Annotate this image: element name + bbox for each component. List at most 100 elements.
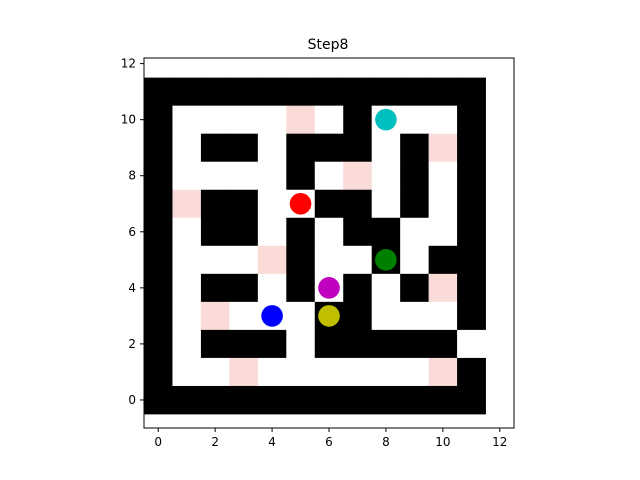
wall-cell [457, 357, 486, 387]
floor-cell [428, 301, 458, 331]
wall-cell [314, 385, 344, 415]
marked-cell [200, 301, 230, 331]
x-tick-label: 8 [382, 435, 390, 449]
wall-cell [371, 77, 401, 107]
marked-cell [428, 133, 458, 163]
wall-cell [343, 189, 373, 219]
wall-cell [428, 329, 458, 359]
y-tick-label: 2 [128, 337, 136, 351]
wall-cell [229, 217, 259, 247]
marked-cell [428, 357, 458, 387]
wall-cell [200, 217, 230, 247]
wall-cell [144, 273, 173, 303]
floor-cell [172, 301, 202, 331]
floor-cell [200, 105, 230, 135]
wall-cell [144, 329, 173, 359]
wall-cell [457, 273, 486, 303]
marked-cell [229, 357, 259, 387]
y-tick-label: 8 [128, 169, 136, 183]
floor-cell [400, 357, 430, 387]
plot-title: Step8 [308, 37, 349, 53]
wall-cell [144, 161, 173, 191]
wall-cell [229, 385, 259, 415]
wall-cell [286, 245, 316, 275]
wall-cell [229, 329, 259, 359]
floor-cell [314, 217, 344, 247]
wall-cell [457, 245, 486, 275]
wall-cell [200, 133, 230, 163]
floor-cell [172, 357, 202, 387]
y-tick-label: 4 [128, 281, 136, 295]
floor-cell [172, 133, 202, 163]
x-tick-label: 12 [492, 435, 507, 449]
floor-cell [371, 301, 401, 331]
floor-cell [257, 217, 287, 247]
floor-cell [314, 105, 344, 135]
floor-cell [343, 245, 373, 275]
floor-cell [257, 189, 287, 219]
floor-cell [371, 273, 401, 303]
floor-cell [314, 357, 344, 387]
y-tick-label: 0 [128, 393, 136, 407]
wall-cell [428, 385, 458, 415]
agent-black [318, 192, 340, 215]
wall-cell [200, 189, 230, 219]
wall-cell [400, 189, 430, 219]
wall-cell [286, 273, 316, 303]
wall-cell [229, 133, 259, 163]
wall-cell [286, 77, 316, 107]
floor-cell [400, 301, 430, 331]
maze-cells [144, 77, 486, 415]
floor-cell [257, 133, 287, 163]
wall-cell [286, 161, 316, 191]
wall-cell [200, 385, 230, 415]
wall-cell [428, 77, 458, 107]
floor-cell [229, 161, 259, 191]
floor-cell [428, 189, 458, 219]
wall-cell [457, 189, 486, 219]
wall-cell [314, 329, 344, 359]
floor-cell [257, 105, 287, 135]
floor-cell [172, 329, 202, 359]
floor-cell [257, 273, 287, 303]
x-tick-label: 10 [435, 435, 450, 449]
wall-cell [286, 385, 316, 415]
floor-cell [428, 105, 458, 135]
wall-cell [343, 385, 373, 415]
x-tick-label: 4 [268, 435, 276, 449]
floor-cell [200, 161, 230, 191]
floor-cell [314, 245, 344, 275]
wall-cell [144, 385, 173, 415]
wall-cell [343, 329, 373, 359]
wall-cell [457, 77, 486, 107]
agent-cyan [375, 108, 397, 131]
wall-cell [200, 77, 230, 107]
wall-cell [144, 357, 173, 387]
wall-cell [172, 385, 202, 415]
wall-cell [172, 77, 202, 107]
wall-cell [400, 161, 430, 191]
floor-cell [172, 217, 202, 247]
wall-cell [229, 273, 259, 303]
wall-cell [314, 77, 344, 107]
wall-cell [400, 329, 430, 359]
floor-cell [172, 273, 202, 303]
wall-cell [371, 217, 401, 247]
wall-cell [371, 329, 401, 359]
wall-cell [144, 133, 173, 163]
floor-cell [286, 357, 316, 387]
agent-magenta [318, 277, 340, 299]
wall-cell [343, 77, 373, 107]
x-tick-label: 6 [325, 435, 333, 449]
floor-cell [286, 329, 316, 359]
wall-cell [457, 105, 486, 135]
wall-cell [343, 301, 373, 331]
floor-cell [172, 245, 202, 275]
wall-cell [400, 385, 430, 415]
marked-cell [257, 245, 287, 275]
wall-cell [400, 77, 430, 107]
wall-cell [457, 301, 486, 331]
floor-cell [343, 357, 373, 387]
floor-cell [257, 161, 287, 191]
wall-cell [144, 77, 173, 107]
